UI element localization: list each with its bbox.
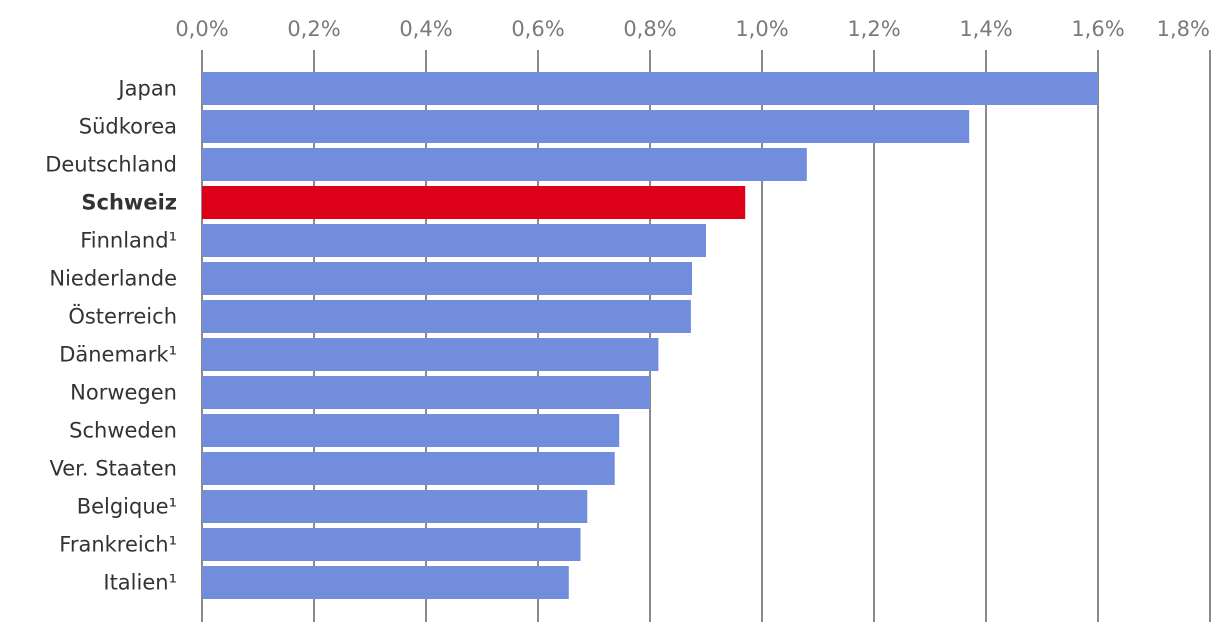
category-label-daenemark: Dänemark¹ <box>59 343 177 367</box>
x-tick-label: 1,2% <box>847 17 900 41</box>
x-tick-label: 0,6% <box>511 17 564 41</box>
bar-schweden <box>202 414 620 447</box>
category-label-italien: Italien¹ <box>103 571 177 595</box>
x-tick-label: 1,0% <box>735 17 788 41</box>
x-tick-label: 0,0% <box>175 17 228 41</box>
bar-belgique <box>202 490 588 523</box>
x-tick-label: 0,2% <box>287 17 340 41</box>
bar-niederlande <box>202 262 692 295</box>
category-label-oesterreich: Österreich <box>68 304 177 329</box>
x-tick-label: 1,6% <box>1071 17 1124 41</box>
category-label-schweiz: Schweiz <box>81 191 177 215</box>
category-label-norwegen: Norwegen <box>70 381 177 405</box>
bar-italien <box>202 566 569 599</box>
grid-lines <box>201 50 1211 622</box>
category-labels: Japan Südkorea Deutschland Schweiz Finnland¹… <box>45 77 177 595</box>
bar-norwegen <box>202 376 650 409</box>
bar-daenemark <box>202 338 659 371</box>
category-label-niederlande: Niederlande <box>49 267 177 291</box>
category-label-japan: Japan <box>116 77 177 101</box>
x-axis-ticks: 0,0% 0,2% 0,4% 0,6% 0,8% 1,0% 1,2% 1,4% 1,6% 1,8% <box>175 17 1210 41</box>
bar-japan <box>202 72 1098 105</box>
bar-deutschland <box>202 148 807 181</box>
category-label-finnland: Finnland¹ <box>80 229 177 253</box>
bar-schweiz <box>202 186 746 219</box>
x-tick-label: 0,4% <box>399 17 452 41</box>
bar-oesterreich <box>202 300 691 333</box>
bar-ver-staaten <box>202 452 615 485</box>
category-label-belgique: Belgique¹ <box>77 495 177 519</box>
category-label-suedkorea: Südkorea <box>79 115 177 139</box>
category-label-frankreich: Frankreich¹ <box>59 533 177 557</box>
x-tick-label: 1,8% <box>1157 17 1210 41</box>
x-tick-label: 1,4% <box>959 17 1012 41</box>
x-tick-label: 0,8% <box>623 17 676 41</box>
bar-suedkorea <box>202 110 970 143</box>
category-label-ver-staaten: Ver. Staaten <box>50 457 177 481</box>
bar-finnland <box>202 224 706 257</box>
category-label-deutschland: Deutschland <box>45 153 177 177</box>
bars <box>202 72 1098 599</box>
bar-frankreich <box>202 528 581 561</box>
category-label-schweden: Schweden <box>69 419 177 443</box>
